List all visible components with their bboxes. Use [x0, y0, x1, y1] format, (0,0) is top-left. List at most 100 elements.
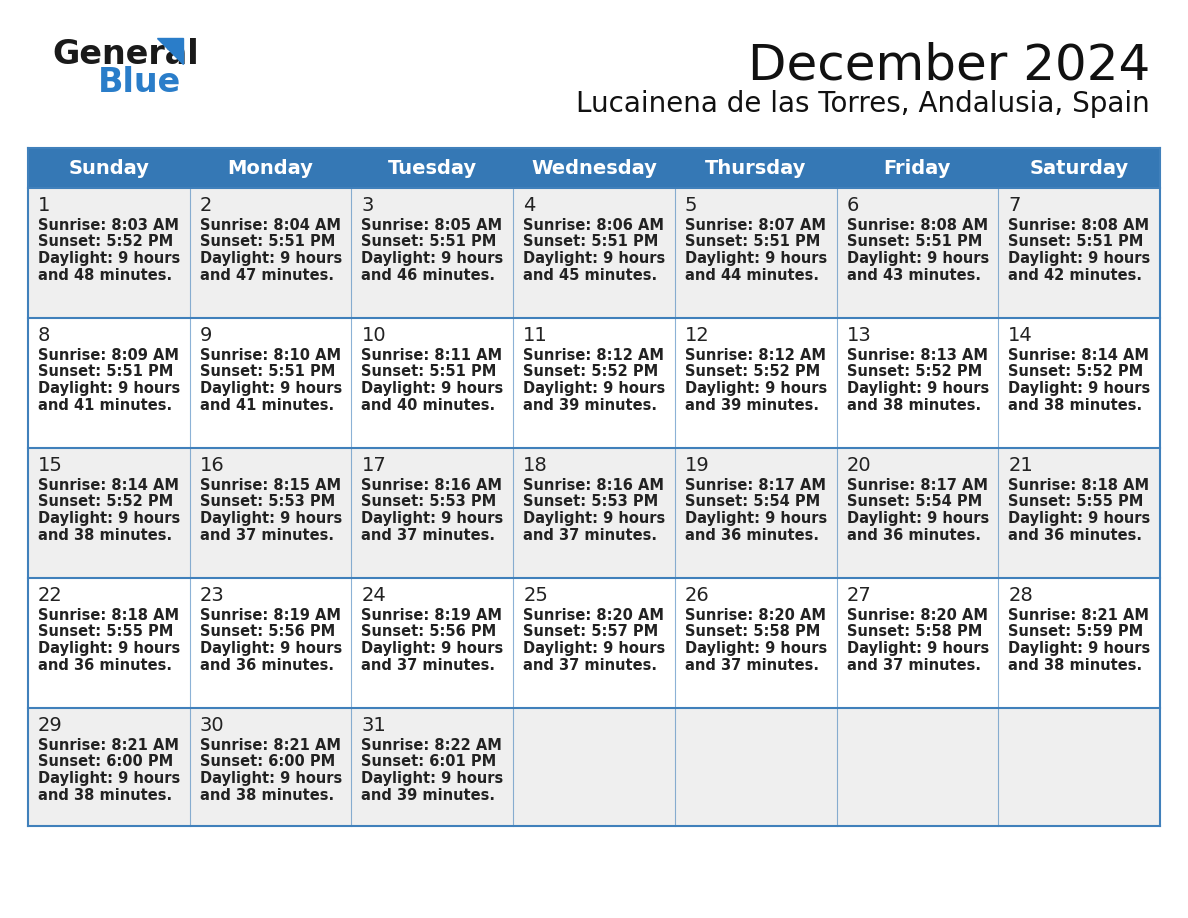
Text: and 43 minutes.: and 43 minutes. — [847, 267, 980, 283]
Text: Daylight: 9 hours: Daylight: 9 hours — [200, 641, 342, 656]
Text: Daylight: 9 hours: Daylight: 9 hours — [38, 771, 181, 786]
Text: 28: 28 — [1009, 586, 1034, 605]
Text: Sunset: 5:52 PM: Sunset: 5:52 PM — [684, 364, 820, 379]
Text: Sunrise: 8:14 AM: Sunrise: 8:14 AM — [1009, 348, 1149, 363]
Text: and 37 minutes.: and 37 minutes. — [684, 657, 819, 673]
Text: Daylight: 9 hours: Daylight: 9 hours — [684, 251, 827, 266]
Text: Sunrise: 8:05 AM: Sunrise: 8:05 AM — [361, 218, 503, 233]
Text: and 44 minutes.: and 44 minutes. — [684, 267, 819, 283]
Text: Daylight: 9 hours: Daylight: 9 hours — [38, 511, 181, 526]
Text: Sunrise: 8:15 AM: Sunrise: 8:15 AM — [200, 478, 341, 493]
Text: Sunrise: 8:21 AM: Sunrise: 8:21 AM — [200, 738, 341, 753]
Text: Sunset: 5:51 PM: Sunset: 5:51 PM — [523, 234, 658, 250]
Text: Daylight: 9 hours: Daylight: 9 hours — [361, 771, 504, 786]
Text: Sunrise: 8:18 AM: Sunrise: 8:18 AM — [1009, 478, 1150, 493]
Text: Sunrise: 8:11 AM: Sunrise: 8:11 AM — [361, 348, 503, 363]
Text: Daylight: 9 hours: Daylight: 9 hours — [684, 381, 827, 396]
Text: Daylight: 9 hours: Daylight: 9 hours — [38, 381, 181, 396]
Text: 8: 8 — [38, 326, 50, 345]
Text: Sunrise: 8:14 AM: Sunrise: 8:14 AM — [38, 478, 179, 493]
Text: Sunrise: 8:06 AM: Sunrise: 8:06 AM — [523, 218, 664, 233]
Text: 2: 2 — [200, 196, 213, 215]
Text: and 36 minutes.: and 36 minutes. — [1009, 528, 1143, 543]
Text: and 48 minutes.: and 48 minutes. — [38, 267, 172, 283]
Text: General: General — [52, 38, 198, 71]
Text: Wednesday: Wednesday — [531, 159, 657, 177]
Text: Friday: Friday — [884, 159, 952, 177]
Text: Daylight: 9 hours: Daylight: 9 hours — [200, 251, 342, 266]
Text: Sunrise: 8:19 AM: Sunrise: 8:19 AM — [361, 608, 503, 623]
Bar — [29, 148, 1159, 188]
Text: Sunset: 5:56 PM: Sunset: 5:56 PM — [200, 624, 335, 640]
Text: and 41 minutes.: and 41 minutes. — [200, 397, 334, 412]
Text: 20: 20 — [847, 456, 871, 475]
Text: Sunset: 5:57 PM: Sunset: 5:57 PM — [523, 624, 658, 640]
Polygon shape — [157, 38, 183, 64]
Text: Daylight: 9 hours: Daylight: 9 hours — [523, 251, 665, 266]
Text: Sunset: 5:53 PM: Sunset: 5:53 PM — [523, 495, 658, 509]
Text: 16: 16 — [200, 456, 225, 475]
Text: Sunrise: 8:16 AM: Sunrise: 8:16 AM — [523, 478, 664, 493]
Text: 1: 1 — [38, 196, 50, 215]
Text: Sunset: 6:00 PM: Sunset: 6:00 PM — [38, 755, 173, 769]
Text: Sunset: 5:55 PM: Sunset: 5:55 PM — [38, 624, 173, 640]
Text: and 38 minutes.: and 38 minutes. — [847, 397, 981, 412]
Text: Sunrise: 8:16 AM: Sunrise: 8:16 AM — [361, 478, 503, 493]
Text: and 42 minutes.: and 42 minutes. — [1009, 267, 1143, 283]
Text: Sunset: 5:53 PM: Sunset: 5:53 PM — [361, 495, 497, 509]
Text: 10: 10 — [361, 326, 386, 345]
Text: and 38 minutes.: and 38 minutes. — [38, 528, 172, 543]
Text: and 37 minutes.: and 37 minutes. — [200, 528, 334, 543]
Text: 21: 21 — [1009, 456, 1034, 475]
Text: 15: 15 — [38, 456, 63, 475]
Text: Daylight: 9 hours: Daylight: 9 hours — [847, 511, 988, 526]
Text: and 46 minutes.: and 46 minutes. — [361, 267, 495, 283]
Text: Sunrise: 8:12 AM: Sunrise: 8:12 AM — [684, 348, 826, 363]
Text: and 47 minutes.: and 47 minutes. — [200, 267, 334, 283]
Text: and 38 minutes.: and 38 minutes. — [38, 788, 172, 802]
Text: Sunrise: 8:07 AM: Sunrise: 8:07 AM — [684, 218, 826, 233]
Text: 17: 17 — [361, 456, 386, 475]
Text: Daylight: 9 hours: Daylight: 9 hours — [38, 641, 181, 656]
Text: 9: 9 — [200, 326, 213, 345]
Text: Thursday: Thursday — [704, 159, 807, 177]
Text: Sunrise: 8:20 AM: Sunrise: 8:20 AM — [684, 608, 826, 623]
Text: Sunrise: 8:21 AM: Sunrise: 8:21 AM — [1009, 608, 1149, 623]
Text: Sunset: 5:51 PM: Sunset: 5:51 PM — [684, 234, 820, 250]
Text: Sunset: 5:54 PM: Sunset: 5:54 PM — [684, 495, 820, 509]
Text: Sunset: 6:00 PM: Sunset: 6:00 PM — [200, 755, 335, 769]
Text: Daylight: 9 hours: Daylight: 9 hours — [684, 641, 827, 656]
Text: Daylight: 9 hours: Daylight: 9 hours — [361, 511, 504, 526]
Text: Daylight: 9 hours: Daylight: 9 hours — [847, 381, 988, 396]
Text: Sunset: 5:58 PM: Sunset: 5:58 PM — [847, 624, 982, 640]
Text: Sunrise: 8:22 AM: Sunrise: 8:22 AM — [361, 738, 503, 753]
Text: Sunset: 5:51 PM: Sunset: 5:51 PM — [38, 364, 173, 379]
Text: Sunrise: 8:18 AM: Sunrise: 8:18 AM — [38, 608, 179, 623]
Text: Sunrise: 8:19 AM: Sunrise: 8:19 AM — [200, 608, 341, 623]
Text: and 41 minutes.: and 41 minutes. — [38, 397, 172, 412]
Text: 31: 31 — [361, 716, 386, 735]
Text: Sunrise: 8:17 AM: Sunrise: 8:17 AM — [847, 478, 987, 493]
Text: Monday: Monday — [228, 159, 314, 177]
Text: 6: 6 — [847, 196, 859, 215]
Text: December 2024: December 2024 — [747, 42, 1150, 90]
Text: and 39 minutes.: and 39 minutes. — [361, 788, 495, 802]
Text: Sunset: 5:55 PM: Sunset: 5:55 PM — [1009, 495, 1144, 509]
Text: Daylight: 9 hours: Daylight: 9 hours — [847, 251, 988, 266]
Text: Daylight: 9 hours: Daylight: 9 hours — [1009, 381, 1150, 396]
Text: 7: 7 — [1009, 196, 1020, 215]
Text: 18: 18 — [523, 456, 548, 475]
Text: 25: 25 — [523, 586, 548, 605]
Text: Sunrise: 8:20 AM: Sunrise: 8:20 AM — [523, 608, 664, 623]
Text: Sunset: 5:51 PM: Sunset: 5:51 PM — [847, 234, 982, 250]
Text: 5: 5 — [684, 196, 697, 215]
Text: 12: 12 — [684, 326, 709, 345]
Text: Daylight: 9 hours: Daylight: 9 hours — [684, 511, 827, 526]
Text: Daylight: 9 hours: Daylight: 9 hours — [1009, 251, 1150, 266]
Text: Sunday: Sunday — [69, 159, 150, 177]
Text: Saturday: Saturday — [1030, 159, 1129, 177]
Text: and 36 minutes.: and 36 minutes. — [200, 657, 334, 673]
Text: Blue: Blue — [97, 66, 181, 99]
Text: 27: 27 — [847, 586, 871, 605]
Text: Sunset: 5:56 PM: Sunset: 5:56 PM — [361, 624, 497, 640]
